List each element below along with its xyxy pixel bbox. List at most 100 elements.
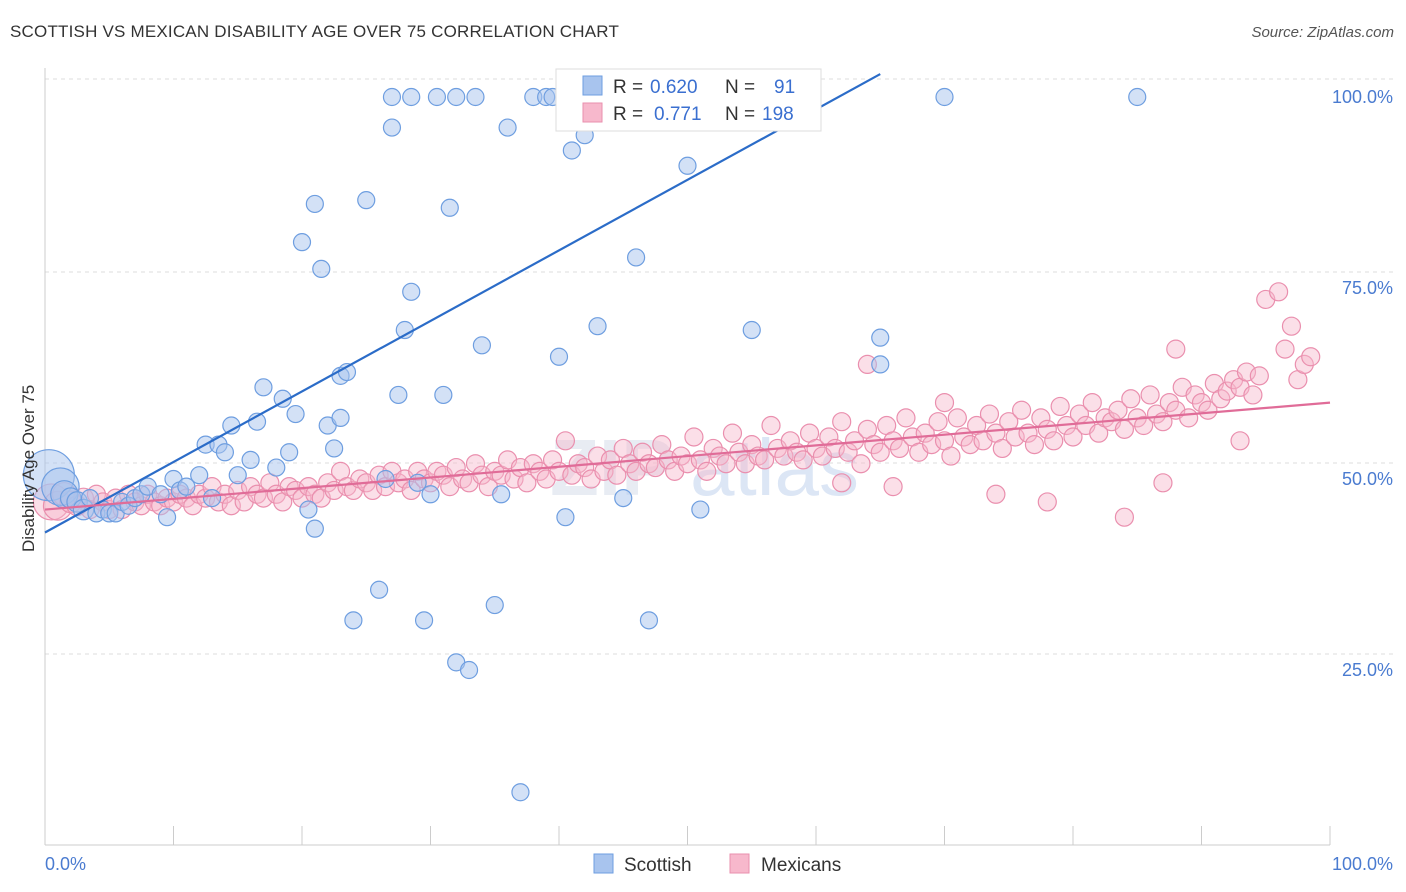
mexicans-point <box>1044 431 1064 451</box>
y-tick-label: 75.0% <box>1342 278 1393 298</box>
mexicans-point <box>934 393 955 413</box>
mexicans-point <box>1294 354 1314 374</box>
scottish-point <box>389 385 408 405</box>
bottom-legend-swatch-mexicans <box>729 853 750 874</box>
mexicans-point <box>1050 396 1070 417</box>
scottish-point <box>935 87 954 107</box>
scottish-point <box>286 404 305 424</box>
legend-n-value-2: 198 <box>762 104 794 125</box>
scottish-point <box>421 485 440 504</box>
scottish-point <box>292 233 312 252</box>
trend-lines <box>44 73 1331 534</box>
mexicans-point <box>517 473 537 493</box>
mexicans-point <box>986 484 1006 504</box>
scottish-point <box>639 611 659 630</box>
scottish-point <box>742 320 761 340</box>
scottish-point <box>177 477 196 496</box>
scottish-point <box>549 347 569 366</box>
scottish-point <box>228 466 247 485</box>
mexicans-point <box>684 427 704 447</box>
mexicans-point <box>1179 408 1199 428</box>
y-tick-label: 25.0% <box>1342 660 1393 680</box>
mexicans-point <box>1153 473 1173 493</box>
scottish-point <box>325 439 344 458</box>
mexicans-point <box>555 431 576 451</box>
scottish-point <box>299 500 318 519</box>
mexicans-point <box>793 450 813 470</box>
scottish-point <box>190 466 209 485</box>
mexicans-point <box>1301 347 1321 367</box>
mexicans-point <box>1159 393 1179 413</box>
mexicans-point <box>1011 400 1032 420</box>
scottish-point <box>370 580 389 599</box>
mexicans-point <box>542 450 563 470</box>
scottish-point <box>254 378 273 397</box>
scottish-point <box>427 87 447 107</box>
scottish-point <box>691 500 710 519</box>
mexicans-point <box>1140 385 1160 405</box>
mexicans-point <box>1230 431 1250 451</box>
scottish-point <box>472 336 491 355</box>
mexicans-point <box>1114 507 1135 527</box>
scottish-point <box>626 248 646 267</box>
mexicans-point <box>620 454 640 474</box>
x-tick-label-min: 0.0% <box>45 854 86 874</box>
scottish-point <box>267 458 286 477</box>
mexicans-point <box>1191 393 1212 413</box>
mexicans-point <box>754 450 775 470</box>
mexicans-point <box>1268 282 1289 302</box>
scottish-point <box>511 783 530 802</box>
mexicans-point <box>1198 400 1218 420</box>
mexicans-point <box>1217 381 1237 401</box>
scottish-point <box>871 355 890 374</box>
mexicans-point <box>1211 389 1231 409</box>
legend-r-label-1: R = <box>613 77 643 98</box>
scottish-point <box>382 87 402 107</box>
scottish-point <box>871 328 890 347</box>
scottish-point <box>466 87 485 107</box>
scottish-point <box>434 385 453 405</box>
mexicans-point <box>530 461 550 481</box>
scottish-point <box>447 87 466 107</box>
scottish-point <box>678 156 697 175</box>
scottish-trend-line <box>44 73 881 534</box>
scottish-point <box>459 660 479 680</box>
scottish-point <box>273 389 292 408</box>
scottish-point <box>414 611 434 630</box>
scottish-point <box>588 317 607 336</box>
scottish-point <box>241 450 260 469</box>
mexicans-point <box>941 446 961 466</box>
mexicans-point <box>883 477 903 497</box>
mexicans-point <box>1146 404 1167 424</box>
scottish-point <box>1128 87 1147 107</box>
mexicans-point <box>1121 389 1141 409</box>
scottish-point <box>402 87 421 107</box>
legend-n-label-2: N = <box>725 104 755 125</box>
mexicans-point <box>742 435 762 455</box>
mexicans-point <box>716 454 736 474</box>
mexicans-point <box>761 415 781 436</box>
scottish-point <box>492 485 511 504</box>
mexicans-point <box>928 412 948 432</box>
mexicans-point <box>979 404 1000 424</box>
bottom-legend-label-mexicans: Mexicans <box>761 855 841 876</box>
legend-r-value-1: 0.620 <box>650 77 698 98</box>
scottish-point <box>305 194 324 214</box>
y-tick-label: 100.0% <box>1332 87 1393 107</box>
legend-r-value-2: 0.771 <box>654 104 702 125</box>
mexicans-point <box>722 423 743 443</box>
scottish-point <box>157 508 177 527</box>
mexicans-point <box>851 454 871 474</box>
scottish-point <box>280 443 299 462</box>
mexicans-point <box>1236 362 1257 382</box>
mexicans-point <box>446 457 466 478</box>
chart-title: SCOTTISH VS MEXICAN DISABILITY AGE OVER … <box>10 22 620 41</box>
x-tick-labels: 0.0% 100.0% <box>45 854 1393 874</box>
mexicans-point <box>1063 427 1083 447</box>
mexicans-point <box>1275 339 1295 359</box>
scottish-point <box>376 469 395 489</box>
mexicans-point <box>992 438 1012 459</box>
mexicans-point <box>1037 492 1057 512</box>
legend-r-label-2: R = <box>613 104 643 125</box>
